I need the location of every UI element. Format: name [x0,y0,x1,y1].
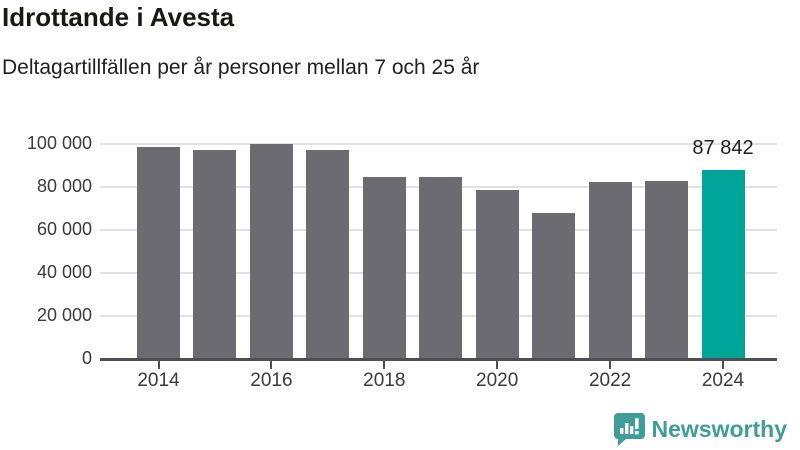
bar [249,144,293,358]
bar-highlight [701,169,745,358]
y-tick-label: 80 000 [36,175,92,196]
y-tick-label: 0 [81,347,92,368]
bar [193,149,237,358]
newsworthy-wordmark: Newsworthy [651,416,787,442]
newsworthy-bar-chart-speech-bubble-icon [613,413,645,446]
y-tick-label: 40 000 [36,261,92,282]
x-tick-label: 2024 [701,370,745,391]
bar [362,177,406,358]
bar [137,146,180,358]
axis-tick [270,361,273,369]
bar [306,149,350,358]
x-tick-label: 2022 [588,370,632,391]
y-tick-label: 60 000 [36,218,92,239]
page-subtitle: Deltagartillfällen per år personer mella… [2,56,480,79]
axis-tick [496,361,499,369]
y-tick-label: 20 000 [36,304,92,325]
x-axis-line [100,358,777,361]
axis-tick [383,361,386,369]
bar [532,212,576,358]
bar [419,177,463,358]
y-tick-label: 100 000 [26,132,92,153]
page-title: Idrottande i Avesta [2,2,235,32]
axis-tick [157,361,160,369]
bar [475,190,519,358]
bar [645,181,689,358]
gridline [100,142,777,145]
bar [588,182,632,358]
newsworthy-logo: Newsworthy [613,412,787,447]
x-tick-label: 2016 [250,370,293,391]
axis-tick [609,361,612,369]
x-tick-label: 2014 [137,370,180,391]
x-tick-label: 2018 [363,370,406,391]
bar-value-label: 87 842 [692,137,754,159]
x-tick-label: 2020 [476,370,519,391]
axis-tick [722,361,724,369]
